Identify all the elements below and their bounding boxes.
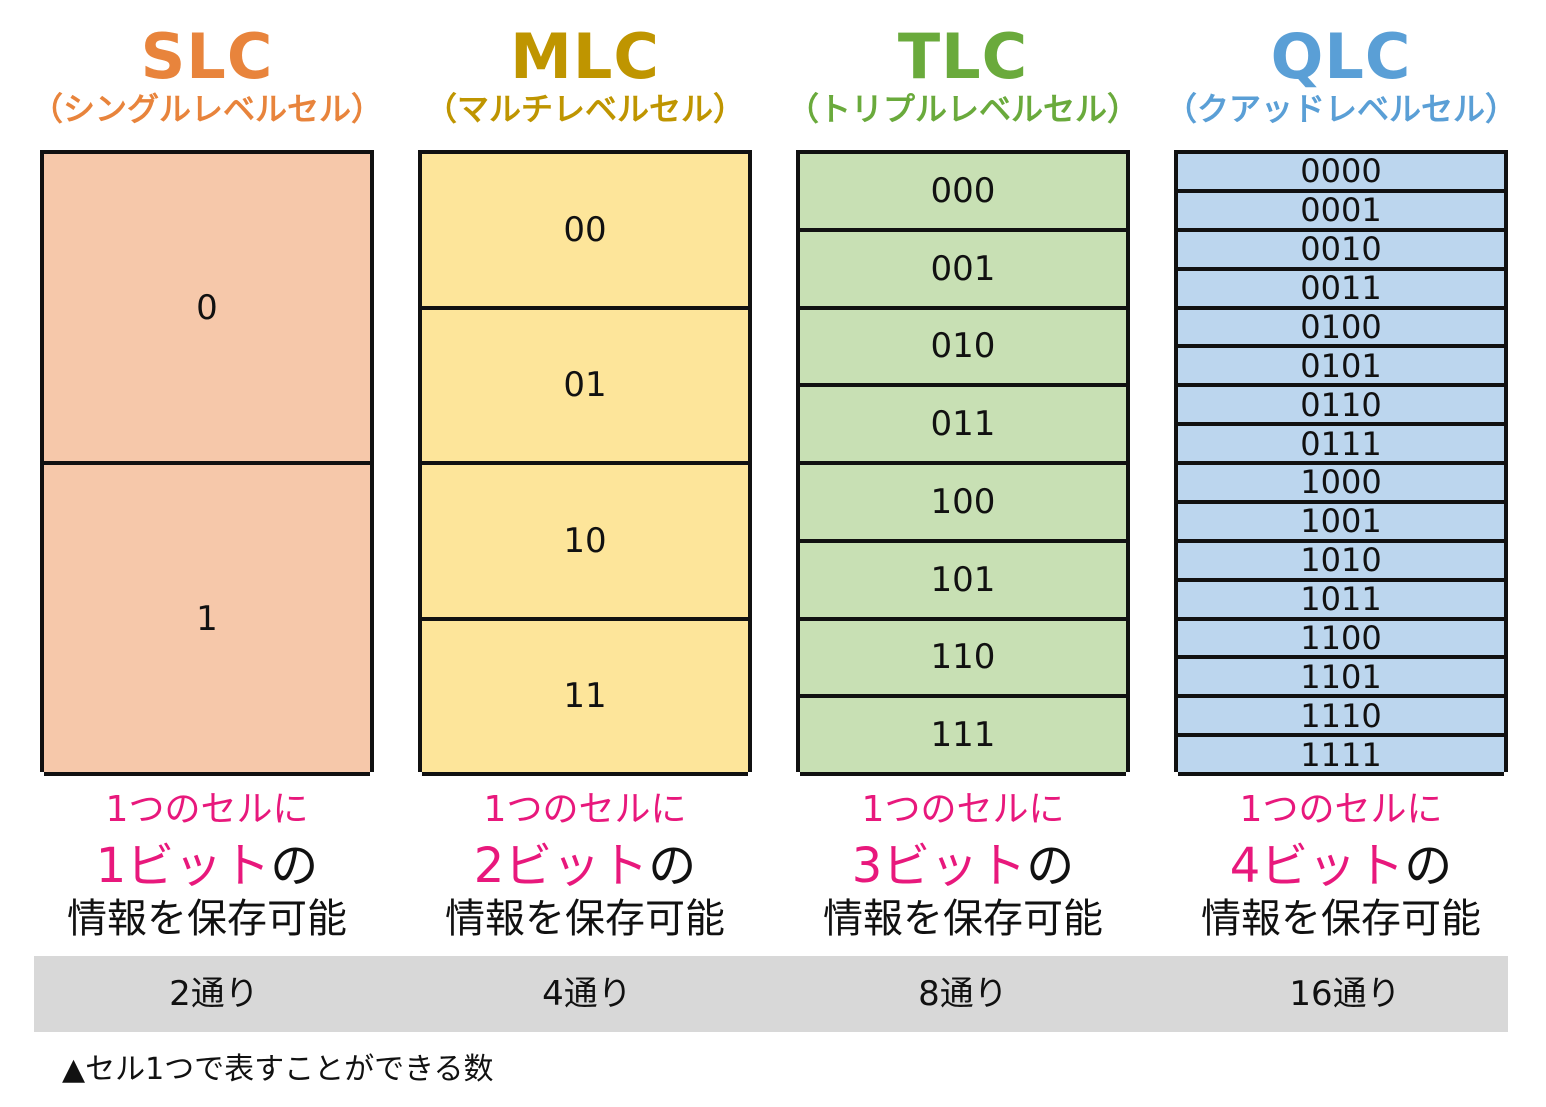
mlc-state-cell: 11 <box>422 620 748 776</box>
slc-state-cell: 0 <box>44 154 370 465</box>
qlc-desc-line3: 情報を保存可能 <box>1201 896 1481 942</box>
tlc-bit-count: 3ビット <box>851 838 1027 894</box>
mlc-description: 1つのセルに 2ビットの 情報を保存可能 <box>378 786 792 944</box>
qlc-desc-line1: 1つのセルに <box>1239 789 1443 830</box>
qlc-state-cell: 0100 <box>1178 308 1504 349</box>
tlc-state-cell: 010 <box>800 309 1126 388</box>
qlc-title: QLC <box>1270 20 1412 93</box>
tlc-desc-line2: 3ビットの <box>756 838 1170 894</box>
tlc-cell-diagram: 000 001 010 011 100 101 110 111 <box>796 150 1130 776</box>
qlc-bit-count: 4ビット <box>1229 838 1405 894</box>
qlc-state-cell: 1101 <box>1178 658 1504 699</box>
slc-desc-line2: 1ビットの <box>0 838 414 894</box>
qlc-desc-line2: 4ビットの <box>1134 838 1546 894</box>
tlc-state-cell: 001 <box>800 231 1126 310</box>
qlc-combination-count: 16通り <box>1289 974 1401 1014</box>
figure-caption: ▲セル1つで表すことができる数 <box>62 1052 494 1087</box>
mlc-state-cell: 01 <box>422 309 748 465</box>
qlc-state-cell: 0000 <box>1178 152 1504 193</box>
mlc-combination-count: 4通り <box>542 974 632 1014</box>
qlc-state-cell: 1010 <box>1178 541 1504 582</box>
tlc-title: TLC <box>897 20 1029 93</box>
tlc-description: 1つのセルに 3ビットの 情報を保存可能 <box>756 786 1170 944</box>
mlc-desc-suffix: の <box>648 838 697 894</box>
tlc-state-cell: 011 <box>800 387 1126 465</box>
qlc-state-cell: 0010 <box>1178 230 1504 271</box>
slc-title: SLC <box>140 20 274 93</box>
mlc-bit-count: 2ビット <box>473 838 649 894</box>
qlc-state-cell: 0110 <box>1178 386 1504 427</box>
mlc-state-cell: 00 <box>422 154 748 310</box>
mlc-cell-diagram: 00 01 10 11 <box>418 150 752 776</box>
slc-subtitle: （シングルレベルセル） <box>30 90 383 128</box>
mlc-desc-line3: 情報を保存可能 <box>445 896 725 942</box>
mlc-desc-line1: 1つのセルに <box>483 789 687 830</box>
qlc-state-cell: 0101 <box>1178 347 1504 388</box>
mlc-title: MLC <box>510 20 660 93</box>
qlc-subtitle: （クアッドレベルセル） <box>1164 90 1517 128</box>
slc-desc-line3: 情報を保存可能 <box>67 896 347 942</box>
tlc-state-cell: 110 <box>800 620 1126 699</box>
mlc-state-cell: 10 <box>422 465 748 621</box>
qlc-state-cell: 1011 <box>1178 580 1504 621</box>
tlc-subtitle: （トリプルレベルセル） <box>786 90 1139 128</box>
tlc-state-cell: 100 <box>800 465 1126 543</box>
qlc-state-cell: 1111 <box>1178 736 1504 776</box>
qlc-state-cell: 1110 <box>1178 697 1504 738</box>
tlc-state-cell: 101 <box>800 542 1126 621</box>
tlc-desc-suffix: の <box>1026 838 1075 894</box>
count-band <box>34 956 1508 1032</box>
qlc-cell-diagram: 0000 0001 0010 0011 0100 0101 0110 0111 1000 1001… <box>1174 150 1508 776</box>
qlc-state-cell: 0001 <box>1178 191 1504 232</box>
qlc-description: 1つのセルに 4ビットの 情報を保存可能 <box>1134 786 1546 944</box>
qlc-state-cell: 1000 <box>1178 463 1504 504</box>
mlc-subtitle: （マルチレベルセル） <box>424 90 745 128</box>
tlc-state-cell: 111 <box>800 698 1126 776</box>
tlc-combination-count: 8通り <box>918 974 1008 1014</box>
qlc-state-cell: 1100 <box>1178 619 1504 660</box>
slc-description: 1つのセルに 1ビットの 情報を保存可能 <box>0 786 414 944</box>
tlc-state-cell: 000 <box>800 154 1126 232</box>
slc-desc-line1: 1つのセルに <box>105 789 309 830</box>
mlc-desc-line2: 2ビットの <box>378 838 792 894</box>
qlc-desc-suffix: の <box>1404 838 1453 894</box>
tlc-desc-line3: 情報を保存可能 <box>823 896 1103 942</box>
qlc-state-cell: 0011 <box>1178 269 1504 310</box>
slc-state-cell: 1 <box>44 465 370 776</box>
slc-desc-suffix: の <box>270 838 319 894</box>
qlc-state-cell: 1001 <box>1178 502 1504 543</box>
tlc-desc-line1: 1つのセルに <box>861 789 1065 830</box>
slc-bit-count: 1ビット <box>95 838 271 894</box>
slc-combination-count: 2通り <box>169 974 259 1014</box>
qlc-state-cell: 0111 <box>1178 425 1504 465</box>
